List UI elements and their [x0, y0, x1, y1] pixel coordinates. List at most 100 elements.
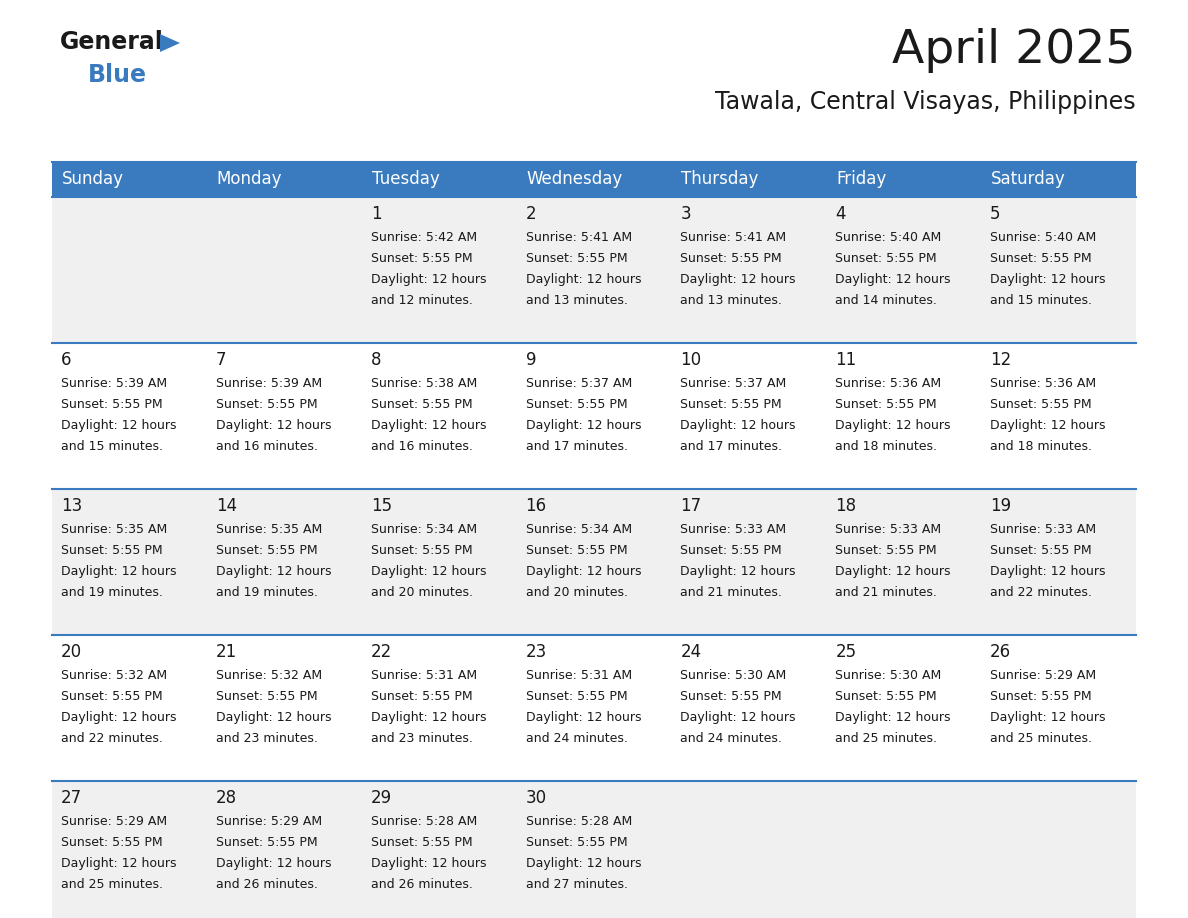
- Text: Daylight: 12 hours: Daylight: 12 hours: [525, 857, 642, 870]
- Text: Daylight: 12 hours: Daylight: 12 hours: [216, 565, 331, 578]
- Text: Daylight: 12 hours: Daylight: 12 hours: [61, 565, 177, 578]
- Text: and 18 minutes.: and 18 minutes.: [835, 440, 937, 453]
- Text: Sunrise: 5:37 AM: Sunrise: 5:37 AM: [681, 377, 786, 390]
- Text: Sunset: 5:55 PM: Sunset: 5:55 PM: [216, 690, 317, 703]
- Bar: [827, 489, 981, 635]
- Text: and 15 minutes.: and 15 minutes.: [990, 294, 1092, 307]
- Bar: [671, 343, 827, 489]
- Bar: [981, 489, 1136, 635]
- Bar: [827, 635, 981, 781]
- Text: Daylight: 12 hours: Daylight: 12 hours: [61, 857, 177, 870]
- Text: 25: 25: [835, 643, 857, 661]
- Text: and 24 minutes.: and 24 minutes.: [681, 732, 783, 745]
- Bar: [361, 197, 517, 343]
- Text: and 17 minutes.: and 17 minutes.: [681, 440, 783, 453]
- Bar: [207, 343, 361, 489]
- Bar: [52, 343, 207, 489]
- Text: Daylight: 12 hours: Daylight: 12 hours: [371, 711, 486, 724]
- Text: 11: 11: [835, 351, 857, 369]
- Text: Sunset: 5:55 PM: Sunset: 5:55 PM: [371, 398, 473, 411]
- Bar: [361, 781, 517, 918]
- Text: Daylight: 12 hours: Daylight: 12 hours: [371, 565, 486, 578]
- Text: Sunrise: 5:38 AM: Sunrise: 5:38 AM: [371, 377, 476, 390]
- Text: Sunrise: 5:36 AM: Sunrise: 5:36 AM: [990, 377, 1097, 390]
- Text: Sunrise: 5:35 AM: Sunrise: 5:35 AM: [61, 523, 168, 536]
- Text: Sunrise: 5:30 AM: Sunrise: 5:30 AM: [835, 669, 942, 682]
- Bar: [827, 781, 981, 918]
- Bar: [361, 489, 517, 635]
- Bar: [981, 162, 1136, 197]
- Text: Saturday: Saturday: [991, 171, 1066, 188]
- Text: Sunset: 5:55 PM: Sunset: 5:55 PM: [371, 690, 473, 703]
- Text: 16: 16: [525, 497, 546, 515]
- Text: 24: 24: [681, 643, 702, 661]
- Text: Sunset: 5:55 PM: Sunset: 5:55 PM: [681, 252, 782, 265]
- Text: 13: 13: [61, 497, 82, 515]
- Bar: [361, 162, 517, 197]
- Bar: [671, 197, 827, 343]
- Text: 22: 22: [371, 643, 392, 661]
- Bar: [671, 489, 827, 635]
- Text: Sunrise: 5:31 AM: Sunrise: 5:31 AM: [371, 669, 476, 682]
- Bar: [517, 781, 671, 918]
- Text: April 2025: April 2025: [892, 28, 1136, 73]
- Text: Daylight: 12 hours: Daylight: 12 hours: [835, 419, 950, 432]
- Bar: [361, 635, 517, 781]
- Bar: [671, 781, 827, 918]
- Text: 5: 5: [990, 205, 1000, 223]
- Text: Sunrise: 5:35 AM: Sunrise: 5:35 AM: [216, 523, 322, 536]
- Text: Sunrise: 5:29 AM: Sunrise: 5:29 AM: [990, 669, 1097, 682]
- Text: Sunset: 5:55 PM: Sunset: 5:55 PM: [525, 544, 627, 557]
- Text: Sunset: 5:55 PM: Sunset: 5:55 PM: [835, 690, 937, 703]
- Bar: [207, 197, 361, 343]
- Text: 19: 19: [990, 497, 1011, 515]
- Bar: [52, 197, 207, 343]
- Bar: [671, 635, 827, 781]
- Text: and 22 minutes.: and 22 minutes.: [61, 732, 163, 745]
- Text: Sunset: 5:55 PM: Sunset: 5:55 PM: [990, 252, 1092, 265]
- Text: and 21 minutes.: and 21 minutes.: [835, 586, 937, 599]
- Text: Sunrise: 5:40 AM: Sunrise: 5:40 AM: [990, 231, 1097, 244]
- Text: 27: 27: [61, 789, 82, 807]
- Text: 14: 14: [216, 497, 236, 515]
- Text: Tawala, Central Visayas, Philippines: Tawala, Central Visayas, Philippines: [715, 90, 1136, 114]
- Text: Sunset: 5:55 PM: Sunset: 5:55 PM: [835, 544, 937, 557]
- Bar: [827, 162, 981, 197]
- Bar: [671, 162, 827, 197]
- Bar: [827, 197, 981, 343]
- Text: and 18 minutes.: and 18 minutes.: [990, 440, 1092, 453]
- Text: 18: 18: [835, 497, 857, 515]
- Bar: [52, 781, 207, 918]
- Text: 3: 3: [681, 205, 691, 223]
- Text: Daylight: 12 hours: Daylight: 12 hours: [525, 419, 642, 432]
- Text: Daylight: 12 hours: Daylight: 12 hours: [990, 565, 1106, 578]
- Text: and 19 minutes.: and 19 minutes.: [216, 586, 317, 599]
- Text: 2: 2: [525, 205, 536, 223]
- Text: Daylight: 12 hours: Daylight: 12 hours: [216, 711, 331, 724]
- Text: 8: 8: [371, 351, 381, 369]
- Text: Sunrise: 5:33 AM: Sunrise: 5:33 AM: [990, 523, 1097, 536]
- Text: Sunrise: 5:31 AM: Sunrise: 5:31 AM: [525, 669, 632, 682]
- Bar: [517, 343, 671, 489]
- Text: Sunset: 5:55 PM: Sunset: 5:55 PM: [61, 544, 163, 557]
- Text: Sunset: 5:55 PM: Sunset: 5:55 PM: [525, 836, 627, 849]
- Text: Sunset: 5:55 PM: Sunset: 5:55 PM: [990, 544, 1092, 557]
- Text: General: General: [61, 30, 164, 54]
- Text: and 20 minutes.: and 20 minutes.: [525, 586, 627, 599]
- Bar: [207, 635, 361, 781]
- Text: Sunset: 5:55 PM: Sunset: 5:55 PM: [61, 690, 163, 703]
- Text: 21: 21: [216, 643, 238, 661]
- Text: 17: 17: [681, 497, 702, 515]
- Text: 15: 15: [371, 497, 392, 515]
- Text: Sunset: 5:55 PM: Sunset: 5:55 PM: [216, 544, 317, 557]
- Text: and 26 minutes.: and 26 minutes.: [216, 878, 317, 891]
- Bar: [981, 635, 1136, 781]
- Text: Daylight: 12 hours: Daylight: 12 hours: [216, 857, 331, 870]
- Text: Daylight: 12 hours: Daylight: 12 hours: [371, 273, 486, 286]
- Text: and 22 minutes.: and 22 minutes.: [990, 586, 1092, 599]
- Text: and 24 minutes.: and 24 minutes.: [525, 732, 627, 745]
- Text: 29: 29: [371, 789, 392, 807]
- Text: Daylight: 12 hours: Daylight: 12 hours: [835, 565, 950, 578]
- Text: Blue: Blue: [88, 63, 147, 87]
- Text: and 16 minutes.: and 16 minutes.: [371, 440, 473, 453]
